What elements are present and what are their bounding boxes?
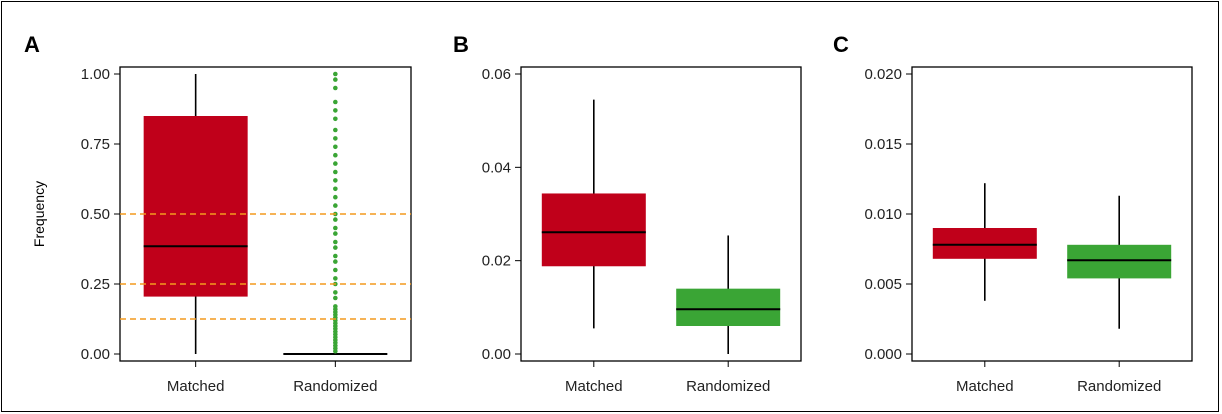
y-tick-label: 0.02 (482, 253, 511, 270)
box-randomized (676, 288, 781, 326)
y-tick-label: 0.015 (864, 136, 902, 153)
outlier-point (333, 276, 338, 281)
panel-letter-c: C (833, 32, 849, 57)
box-matched (143, 116, 248, 297)
x-tick-label: Randomized (293, 378, 377, 395)
outlier-point (333, 225, 338, 231)
y-tick-label: 0.00 (482, 346, 511, 363)
y-tick-label: 0.020 (864, 66, 902, 83)
y-tick-label: 0.00 (81, 346, 110, 363)
outlier-point (333, 203, 338, 208)
outlier-point (333, 178, 338, 183)
outlier-point (333, 144, 338, 150)
outlier-point (333, 217, 338, 222)
outlier-point (333, 194, 338, 200)
y-tick-label: 0.25 (81, 276, 110, 293)
plot-area-c (911, 66, 1193, 362)
box-randomized (1067, 244, 1172, 279)
x-tick-label: Matched (167, 378, 225, 395)
outlier-point (333, 259, 338, 264)
y-tick-label: 0.75 (81, 136, 110, 153)
outlier-point (333, 85, 338, 91)
outlier-point (333, 169, 338, 175)
x-tick-label: Randomized (686, 378, 770, 395)
outlier-point (333, 77, 338, 82)
y-tick-label: 0.04 (482, 159, 511, 176)
outlier-point (333, 239, 338, 245)
outlier-point (333, 186, 338, 192)
y-tick-label: 0.50 (81, 206, 110, 223)
outlier-point (333, 231, 338, 236)
y-tick-label: 0.010 (864, 206, 902, 223)
outlier-point (333, 267, 338, 273)
box-matched (541, 193, 646, 267)
box-matched (932, 228, 1037, 259)
outlier-point (333, 127, 338, 133)
plot-area-b (520, 66, 802, 362)
outlier-point (333, 99, 338, 105)
x-tick-label: Randomized (1077, 378, 1161, 395)
outlier-point (333, 295, 338, 301)
outlier-point (333, 161, 338, 166)
outlier-point (333, 116, 338, 122)
outlier-point (333, 304, 338, 309)
outlier-point (333, 108, 338, 113)
panel-letter-b: B (453, 32, 469, 57)
panel-letter-a: A (24, 32, 40, 57)
outlier-point (333, 245, 338, 250)
y-tick-label: 0.005 (864, 276, 902, 293)
x-tick-label: Matched (956, 378, 1014, 395)
outlier-point (333, 71, 338, 77)
y-tick-label: 0.06 (482, 66, 511, 83)
y-tick-label: 1.00 (81, 66, 110, 83)
y-axis-title: Frequency (31, 181, 47, 247)
y-tick-label: 0.000 (864, 346, 902, 363)
x-tick-label: Matched (565, 378, 623, 395)
outlier-point (333, 152, 338, 158)
outlier-point (333, 253, 338, 259)
outlier-point (333, 136, 338, 141)
outlier-point (333, 290, 338, 295)
